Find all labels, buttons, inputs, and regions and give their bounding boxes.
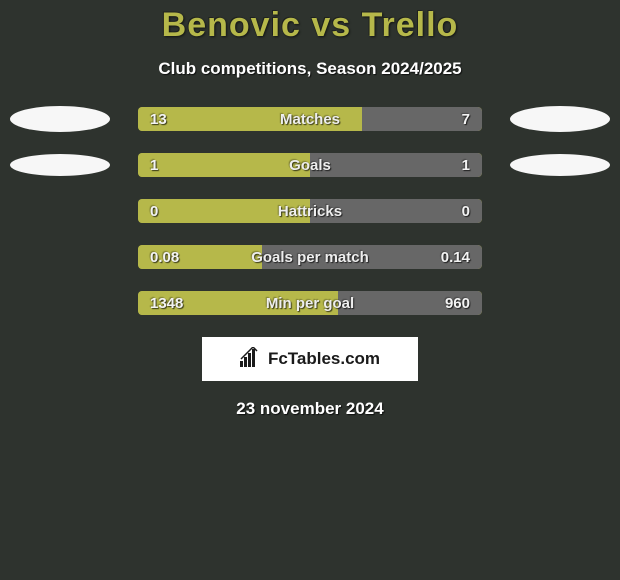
marker-ellipse-left: [10, 106, 110, 132]
stat-bar: 00Hattricks: [138, 199, 482, 223]
marker-ellipse-right: [510, 106, 610, 132]
stat-bar: 1348960Min per goal: [138, 291, 482, 315]
stat-value-left: 1: [138, 153, 170, 177]
chart-bars-icon: [240, 347, 262, 372]
stat-value-left: 1348: [138, 291, 195, 315]
stat-row: 1348960Min per goal: [0, 291, 620, 315]
stat-value-right: 1: [450, 153, 482, 177]
stat-row: 0.080.14Goals per match: [0, 245, 620, 269]
source-badge-text: FcTables.com: [268, 349, 380, 369]
stat-value-right: 0: [450, 199, 482, 223]
stat-value-right: 7: [450, 107, 482, 131]
marker-ellipse-left: [10, 154, 110, 176]
stat-bar: 11Goals: [138, 153, 482, 177]
snapshot-date: 23 november 2024: [0, 399, 620, 419]
stat-value-right: 0.14: [429, 245, 482, 269]
stat-row: 137Matches: [0, 107, 620, 131]
stat-value-left: 0: [138, 199, 170, 223]
subtitle: Club competitions, Season 2024/2025: [0, 59, 620, 79]
stat-row: 00Hattricks: [0, 199, 620, 223]
stat-value-left: 13: [138, 107, 179, 131]
page-title: Benovic vs Trello: [0, 6, 620, 45]
stat-value-left: 0.08: [138, 245, 191, 269]
stat-bar: 0.080.14Goals per match: [138, 245, 482, 269]
source-badge[interactable]: FcTables.com: [202, 337, 418, 381]
stat-bar: 137Matches: [138, 107, 482, 131]
stat-value-right: 960: [433, 291, 482, 315]
marker-ellipse-right: [510, 154, 610, 176]
comparison-card: Benovic vs Trello Club competitions, Sea…: [0, 0, 620, 419]
stat-row: 11Goals: [0, 153, 620, 177]
stat-rows: 137Matches11Goals00Hattricks0.080.14Goal…: [0, 107, 620, 315]
